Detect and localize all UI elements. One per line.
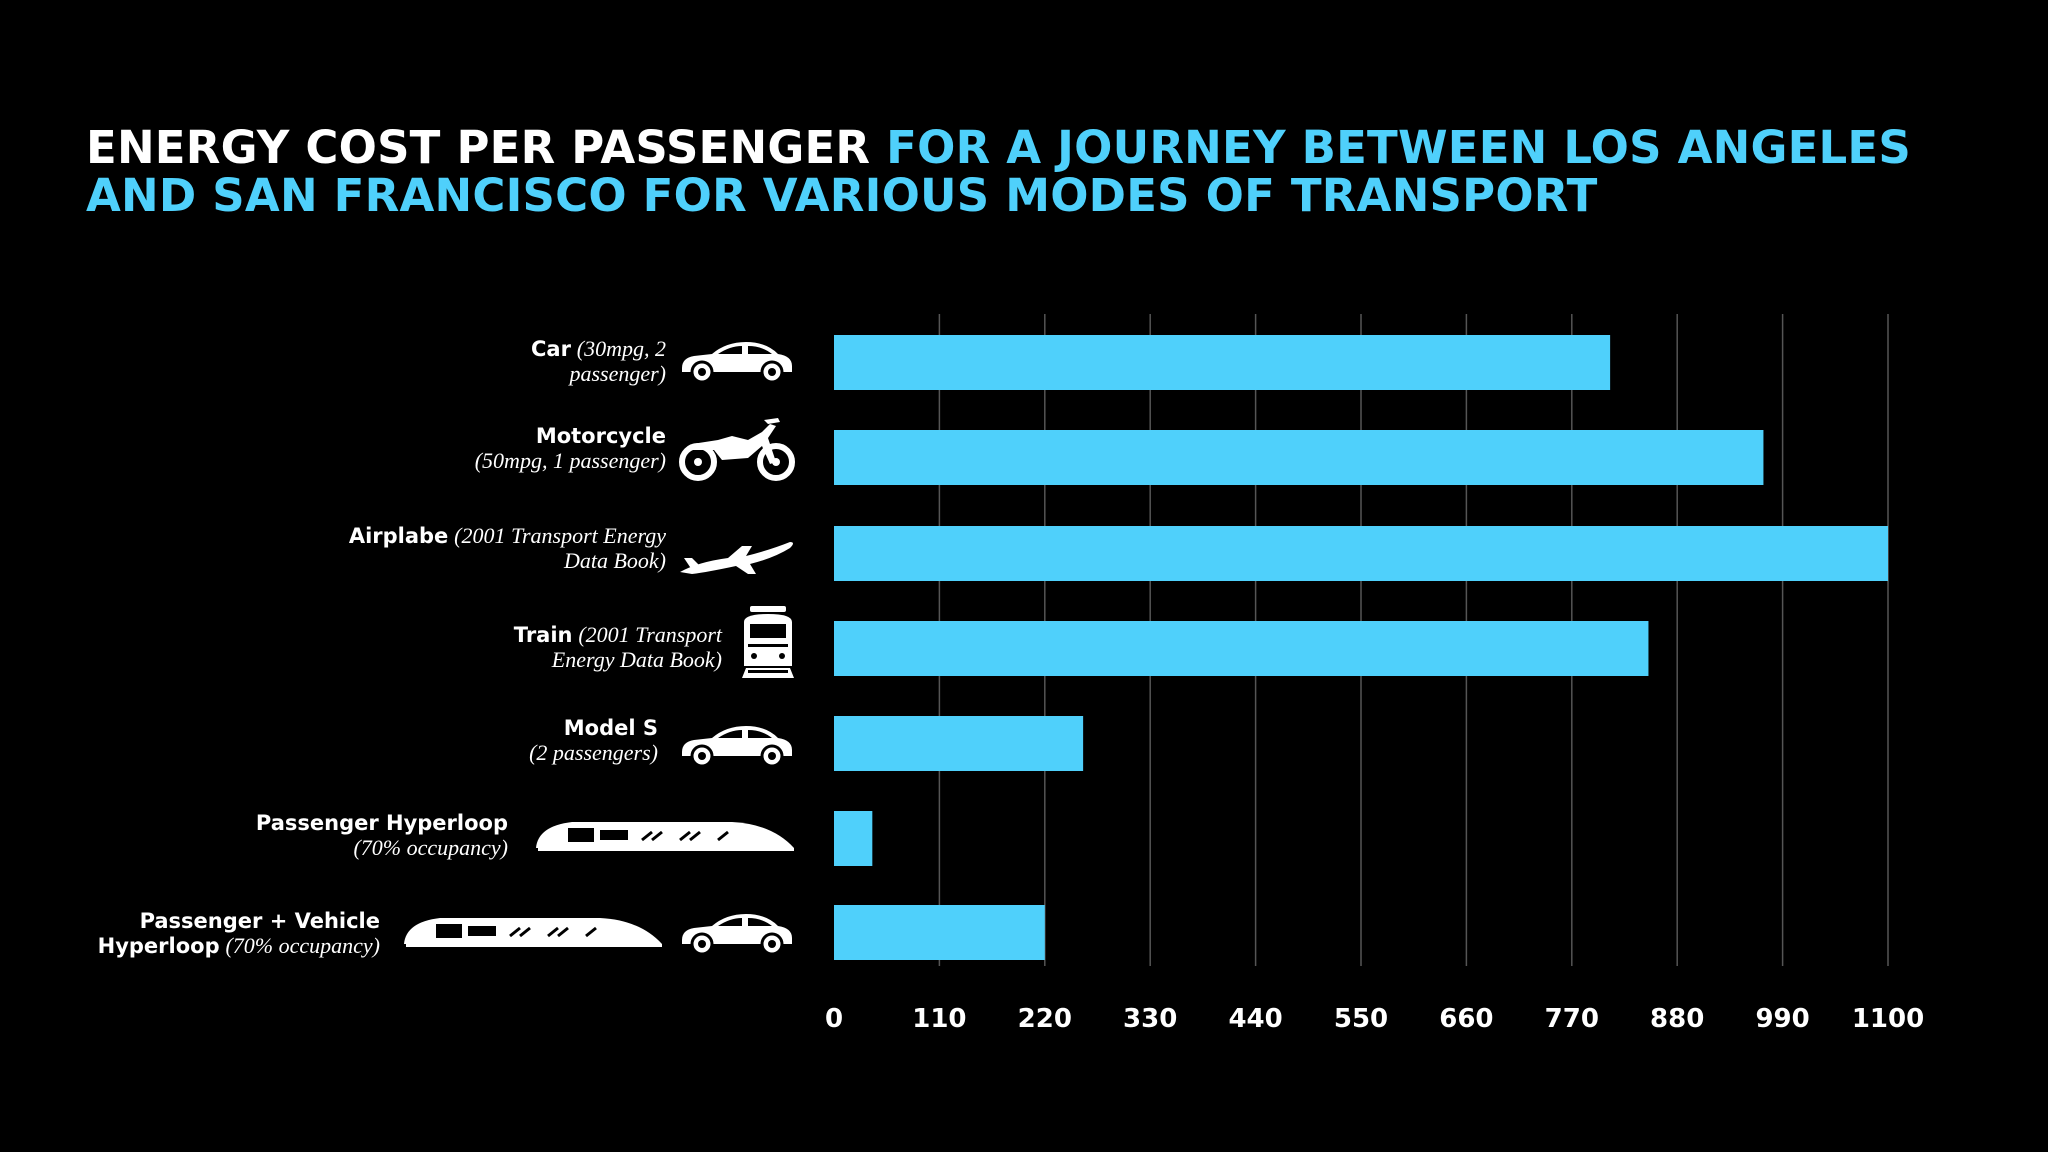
hyperloop-icon	[400, 918, 664, 951]
bar-car	[834, 335, 1611, 390]
bar-passenger-vehicle-hyperloop	[834, 905, 1045, 960]
bar-model-s	[834, 716, 1084, 771]
chart-title: ENERGY COST PER PASSENGER FOR A JOURNEY …	[86, 124, 1946, 220]
car-icon	[682, 726, 792, 768]
x-tick-label: 660	[1439, 1004, 1493, 1034]
x-tick-label: 880	[1650, 1004, 1704, 1034]
x-tick-label: 0	[825, 1004, 843, 1034]
x-tick-label: 220	[1018, 1004, 1072, 1034]
title-part-blue: FOR A JOURNEY BETWEEN LOS ANGELES AND SA…	[86, 121, 1911, 222]
row-label-car: Car (30mpg, 2 passenger)	[530, 336, 666, 386]
x-tick-label: 1100	[1852, 1004, 1924, 1034]
x-tick-label: 550	[1334, 1004, 1388, 1034]
row-label-model-s: Model S (2 passengers)	[529, 716, 658, 765]
bar-passenger-hyperloop	[834, 811, 873, 866]
bar-train	[834, 621, 1649, 676]
row-label-train: Train (2001 Transport Energy Data Book)	[513, 622, 722, 672]
title-part-white: ENERGY COST PER PASSENGER	[86, 121, 871, 174]
hyperloop-icon	[532, 822, 796, 855]
bar-motorcycle	[834, 430, 1764, 485]
row-label-airplane: Airplabe (2001 Transport Energy Data Boo…	[348, 523, 666, 573]
x-tick-label: 440	[1228, 1004, 1282, 1034]
row-label-passenger-hyperloop: Passenger Hyperloop (70% occupancy)	[255, 811, 508, 860]
row-label-motorcycle: Motorcycle (50mpg, 1 passenger)	[474, 424, 666, 473]
car-icon	[682, 914, 792, 956]
car-icon	[682, 342, 792, 384]
airplane-icon	[680, 542, 793, 574]
row-label-passenger-vehicle-hyperloop: Passenger + Vehicle Hyperloop (70% occup…	[97, 909, 380, 958]
x-tick-label: 770	[1545, 1004, 1599, 1034]
x-tick-label: 990	[1755, 1004, 1809, 1034]
x-tick-label: 330	[1123, 1004, 1177, 1034]
train-icon	[742, 606, 794, 678]
x-tick-label: 110	[912, 1004, 966, 1034]
motorcycle-icon	[679, 418, 795, 481]
bar-airplabe	[834, 526, 1888, 581]
